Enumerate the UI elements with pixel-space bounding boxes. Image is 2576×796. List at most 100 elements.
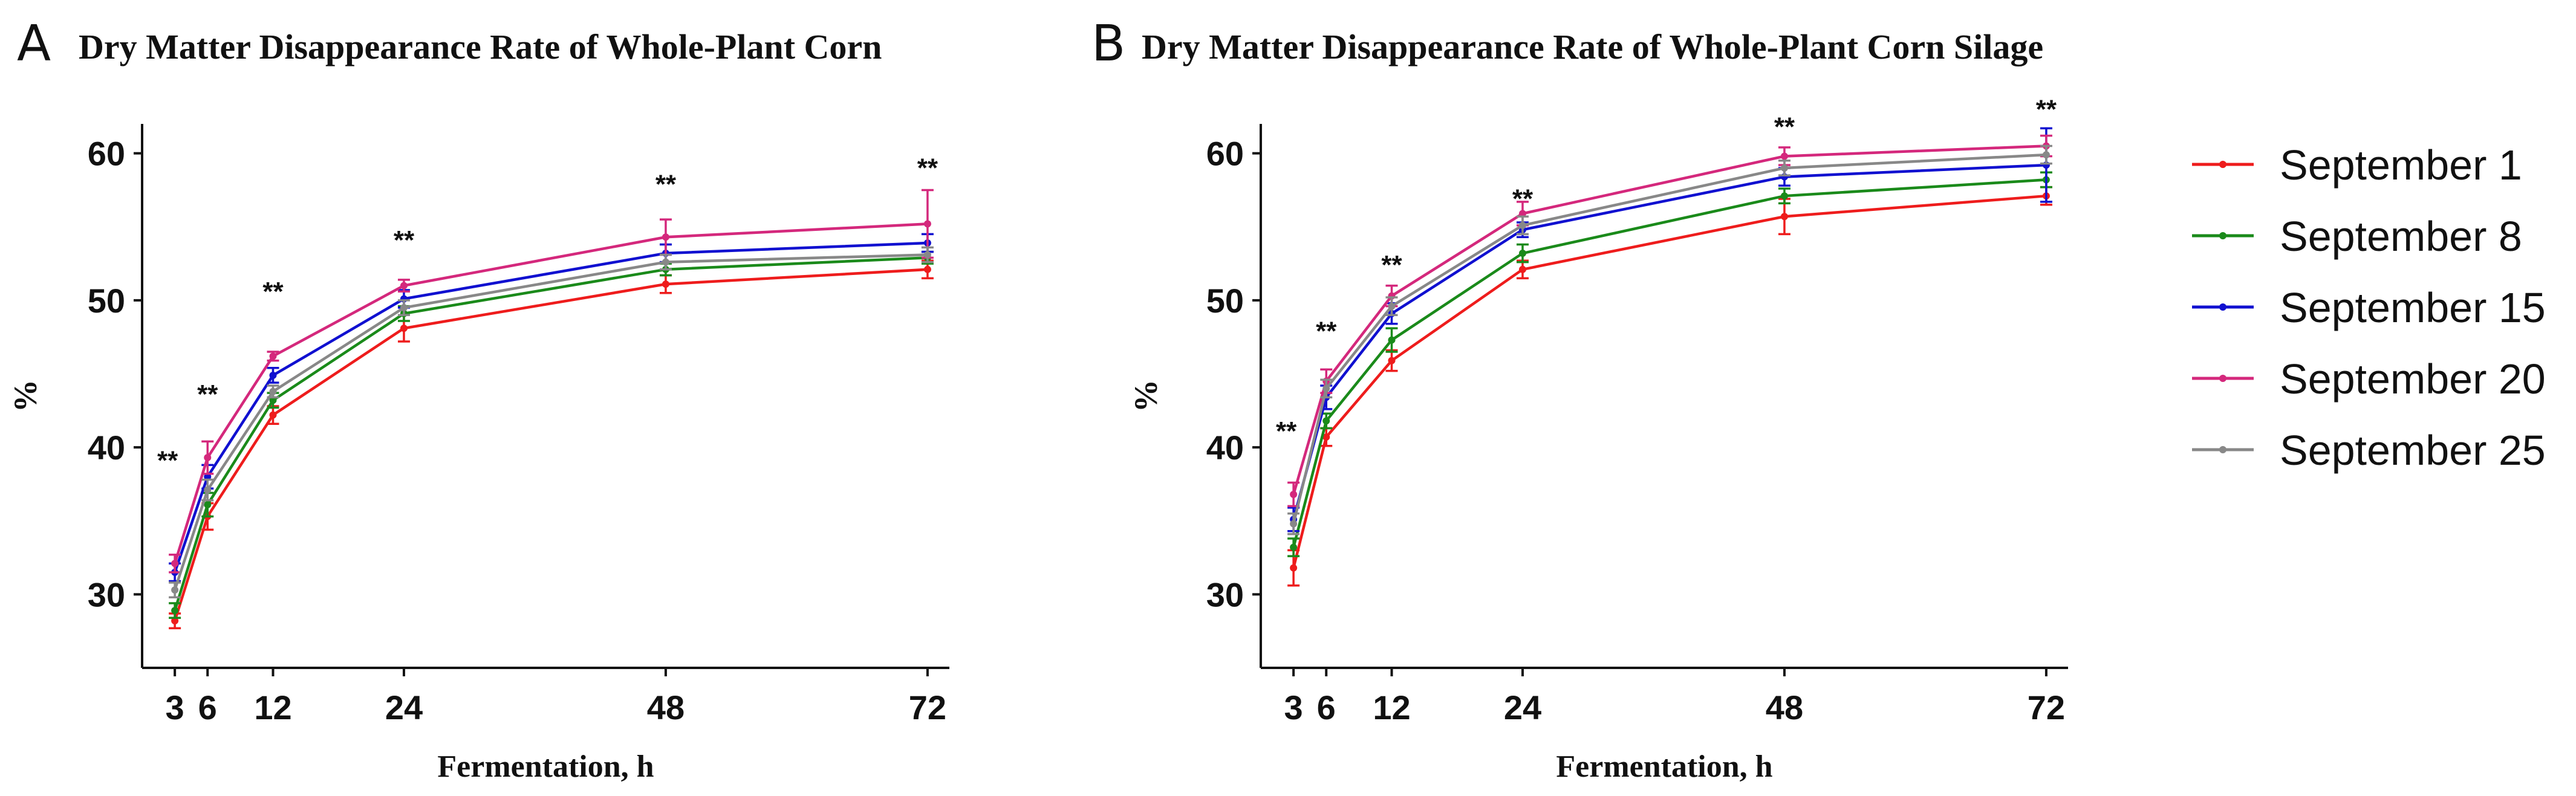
data-point	[1290, 543, 1298, 551]
data-point	[2042, 151, 2050, 159]
data-point	[1322, 417, 1330, 425]
y-tick-label: 60	[1206, 135, 1244, 173]
legend-label: September 15	[2280, 284, 2546, 331]
data-point	[662, 258, 669, 266]
data-point	[171, 617, 179, 625]
legend-item: September 20	[2192, 355, 2546, 403]
y-axis-label: %	[1128, 380, 1164, 412]
y-axis-label: %	[7, 380, 44, 412]
significance-marker: **	[394, 225, 415, 255]
data-point	[1388, 302, 1396, 310]
y-tick-label: 50	[88, 282, 125, 320]
x-tick-label: 24	[385, 688, 423, 726]
legend-swatch-marker	[2219, 161, 2226, 168]
significance-marker: **	[157, 446, 178, 476]
x-tick-label: 6	[1317, 688, 1336, 726]
data-point	[1518, 221, 1526, 229]
data-point	[1780, 192, 1788, 200]
legend-swatch-marker	[2219, 232, 2226, 239]
series-line	[173, 268, 928, 621]
data-point	[1290, 520, 1298, 528]
legend-swatch-marker	[2219, 375, 2226, 382]
data-point	[662, 280, 669, 288]
y-tick-label: 30	[1206, 575, 1244, 613]
x-tick-label: 24	[1504, 688, 1541, 726]
significance-marker: **	[262, 277, 284, 306]
series-line	[173, 241, 928, 573]
x-tick-label: 72	[909, 688, 946, 726]
data-point	[204, 473, 212, 481]
legend-swatch-marker	[2219, 303, 2226, 311]
significance-marker: **	[917, 154, 938, 183]
data-point	[1518, 210, 1526, 218]
series-line	[1292, 144, 2047, 495]
legend-item: September 15	[2192, 284, 2546, 331]
significance-marker: **	[1316, 317, 1337, 346]
x-tick-label: 6	[198, 688, 217, 726]
series-september-1	[169, 259, 934, 630]
legend-label: September 25	[2280, 427, 2546, 474]
panel-letter: B	[1091, 15, 1125, 73]
legend-label: September 8	[2280, 213, 2522, 260]
data-point	[269, 396, 277, 404]
x-tick-label: 3	[1284, 688, 1303, 726]
data-point	[923, 265, 931, 273]
series-september-15	[1287, 127, 2052, 532]
x-tick-label: 12	[254, 688, 291, 726]
data-point	[1780, 164, 1788, 172]
series-line	[173, 253, 928, 591]
y-tick-label: 40	[88, 429, 125, 467]
significance-marker: **	[655, 169, 677, 199]
panel-letter: A	[17, 15, 51, 73]
data-point	[1518, 250, 1526, 257]
y-tick-label: 40	[1206, 429, 1244, 467]
data-point	[204, 501, 212, 508]
data-point	[171, 607, 179, 615]
chart-title: Dry Matter Disappearance Rate of Whole-P…	[1142, 27, 2043, 66]
data-point	[1322, 433, 1330, 441]
significance-marker: **	[197, 380, 218, 409]
series-september-1	[1287, 186, 2052, 587]
data-point	[400, 304, 408, 312]
legend-item: September 8	[2192, 213, 2522, 260]
legend-label: September 1	[2280, 141, 2522, 189]
data-point	[204, 486, 212, 494]
x-tick-label: 12	[1373, 688, 1410, 726]
x-tick-label: 48	[647, 688, 685, 726]
data-point	[1388, 357, 1396, 364]
significance-marker: **	[2036, 94, 2057, 124]
data-point	[171, 586, 179, 594]
legend-label: September 20	[2280, 355, 2546, 403]
series-september-8	[169, 250, 934, 620]
data-point	[1780, 152, 1788, 160]
legend: September 1 September 8 September 15 Septem…	[2192, 141, 2546, 474]
data-point	[204, 454, 212, 462]
significance-marker: **	[1512, 184, 1534, 214]
legend-item: September 25	[2192, 427, 2546, 474]
data-point	[1290, 490, 1298, 498]
series-september-25	[1287, 144, 2052, 536]
data-point	[269, 387, 277, 395]
legend-item: September 1	[2192, 141, 2522, 189]
series-line	[173, 222, 928, 564]
series-line	[1292, 178, 2047, 548]
y-tick-label: 50	[1206, 282, 1244, 320]
data-point	[662, 233, 669, 241]
data-point	[1322, 384, 1330, 392]
series-line	[1292, 194, 2047, 569]
significance-marker: **	[1276, 416, 1297, 446]
significance-marker: **	[1381, 250, 1402, 280]
chart-title: Dry Matter Disappearance Rate of Whole-P…	[79, 27, 882, 66]
data-point	[269, 411, 277, 419]
series-september-8	[1287, 171, 2052, 557]
x-tick-label: 48	[1766, 688, 1803, 726]
x-tick-label: 3	[166, 688, 184, 726]
panel-b-chart: B Dry Matter Disappearance Rate of Whole-…	[1091, 15, 2068, 784]
legend-swatch-marker	[2219, 446, 2226, 453]
series-line	[173, 256, 928, 611]
series-september-20	[1287, 134, 2052, 508]
x-axis-label: Fermentation, h	[1556, 749, 1772, 784]
data-point	[1780, 213, 1788, 221]
series-line	[1292, 163, 2047, 520]
